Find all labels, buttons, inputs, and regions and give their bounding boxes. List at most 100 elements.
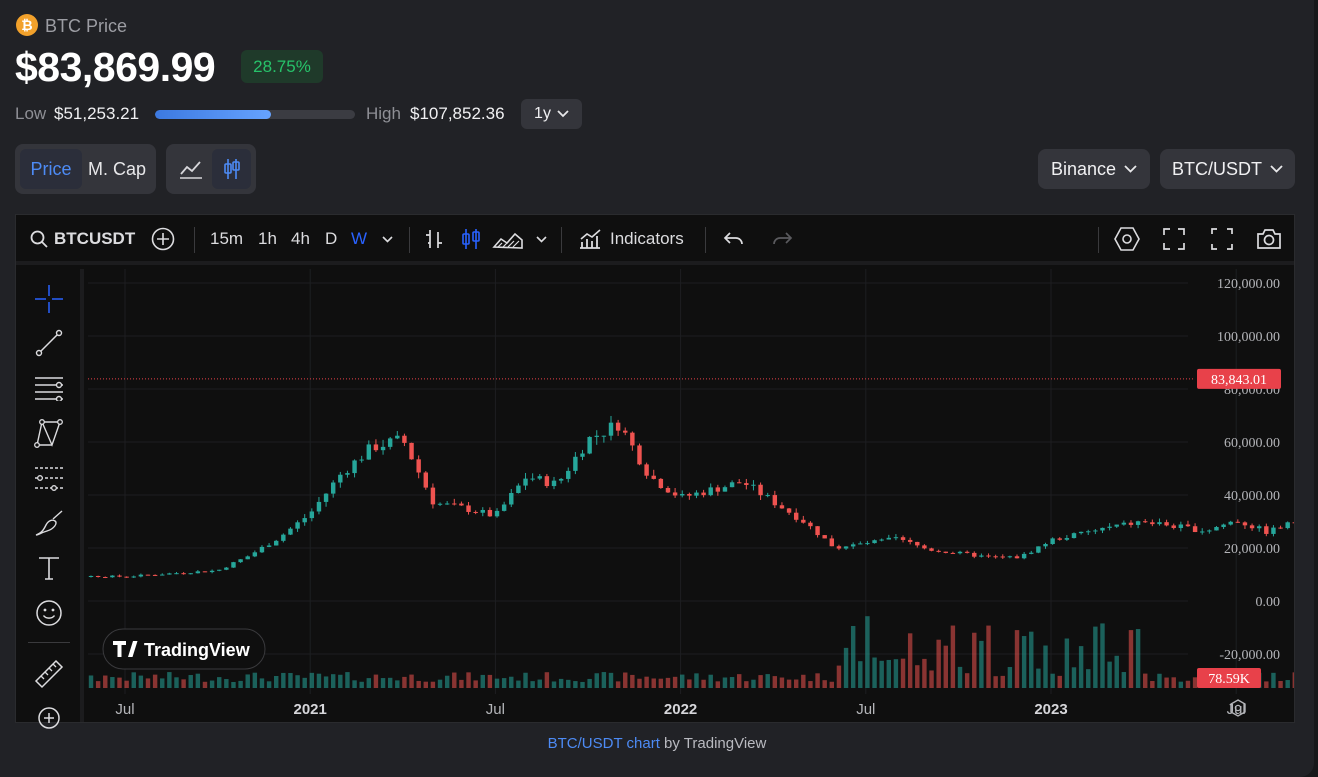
zoom-in-tool[interactable] [33,702,65,734]
redo-button[interactable] [771,215,793,263]
candle-body [345,473,350,475]
candle-body [957,551,963,554]
compare-symbol-button[interactable] [151,215,175,263]
brush-tool[interactable] [33,507,65,539]
market-cap-tab[interactable]: M. Cap [87,158,147,179]
volume-bar [623,672,628,688]
volume-bar [822,680,827,688]
candle-body [608,422,614,436]
candle-body [929,548,934,551]
pair-select[interactable]: BTC/USDT [1160,149,1295,189]
exchange-select[interactable]: Binance [1038,149,1150,189]
interval-w[interactable]: W [351,229,368,248]
candle-body [145,574,151,576]
last-price-tag [1197,368,1281,389]
candles-style-button[interactable] [460,215,482,263]
candle-body [907,539,913,542]
interval-15m[interactable]: 15m [210,229,244,248]
emoji-tool[interactable] [33,597,65,629]
candle-body [580,453,585,457]
toolbar-divider [705,227,706,253]
volume-bar [1271,672,1276,688]
volume-bar [1157,673,1162,688]
trend-line-tool[interactable] [33,327,65,359]
interval-1h[interactable]: 1h [258,229,277,248]
volume-bar [722,677,728,688]
candle-body [152,574,158,576]
candle-body [843,546,849,549]
crosshair-tool[interactable] [33,283,65,315]
ruler-icon [34,659,64,689]
volume-bar [530,681,535,688]
last-price-label: 83,843.01 [1211,373,1267,388]
candle-body [95,575,101,577]
x-axis-tick-label: 2021 [294,701,327,718]
candle-body [672,492,678,496]
volume-bar [152,674,158,688]
candle-body [259,546,265,553]
price-chart[interactable]: 120,000.00 100,000.00 80,000.00 60,000.00 40… [3,269,1318,722]
candlestick-chart-button[interactable] [212,149,251,189]
candle-body [964,551,970,553]
fullscreen-button[interactable] [1163,215,1185,263]
period-label: 1y [534,105,551,122]
forecast-tool[interactable] [33,462,65,494]
text-tool[interactable] [33,552,65,584]
exchange-label: Binance [1050,158,1117,179]
candle-body [1014,556,1020,559]
volume-bar [145,678,151,688]
x-axis-tick-label: Jul [856,701,875,718]
candle-body [160,574,165,576]
candle-body [815,526,820,536]
volume-bar [1086,669,1091,688]
candle-body [687,493,692,496]
chart-link[interactable]: BTC/USDT chart [547,735,660,752]
expand-button[interactable] [1211,215,1233,263]
symbol-search[interactable]: BTCUSDT [30,215,135,263]
y-axis-tick-label: 40,000.00 [1224,489,1280,504]
x-axis-tick-label: Jul [486,701,505,718]
bars-style-button[interactable] [424,215,444,263]
volume-bar [1029,631,1034,688]
line-chart-icon [180,161,202,179]
candle-body [138,574,144,577]
area-style-button[interactable] [492,215,524,263]
toolbar-divider [409,227,410,253]
volume-bar [316,673,322,688]
volume-bar [1192,677,1198,688]
candle-body [943,551,948,553]
candle-body [266,545,272,547]
interval-dropdown[interactable] [382,215,393,263]
volume-bar [744,681,749,688]
candlestick-chart-svg[interactable]: 120,000.00100,000.0080,000.0060,000.0040… [3,269,1318,722]
candle-body [1271,527,1276,534]
candle-body [1221,524,1226,528]
pattern-tool[interactable] [33,417,65,449]
chart-style-dropdown[interactable] [536,215,547,263]
candle-body [509,493,514,505]
price-tab[interactable]: Price [20,149,82,189]
indicators-button[interactable]: Indicators [578,215,684,263]
volume-bar [1014,630,1020,688]
measure-tool[interactable] [33,658,65,690]
interval-4h[interactable]: 4h [291,229,310,248]
candle-body [245,556,250,560]
volume-bar [131,672,136,688]
candle-body [1285,522,1290,529]
candle-body [1235,521,1241,523]
interval-d[interactable]: D [325,229,338,248]
period-select[interactable]: 1y [521,99,582,129]
candle-body [252,552,258,557]
fib-retracement-tool[interactable] [33,372,65,404]
volume-bar [1121,672,1127,688]
volume-bar [801,674,806,688]
candle-body [1143,521,1148,523]
line-chart-button[interactable] [171,149,211,189]
undo-button[interactable] [723,215,745,263]
candle-body [167,573,172,575]
volume-bar [886,659,892,688]
volume-bar [594,673,599,688]
volume-bar [473,680,478,688]
snapshot-button[interactable] [1256,215,1282,263]
settings-button[interactable] [1114,215,1140,263]
